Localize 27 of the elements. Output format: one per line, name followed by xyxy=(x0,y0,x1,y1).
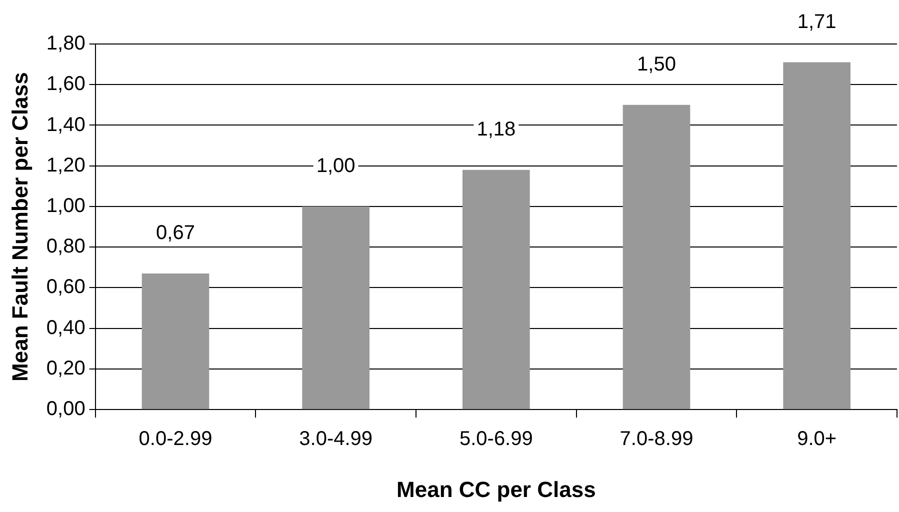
x-tick-label: 5.0-6.99 xyxy=(459,428,533,450)
y-tick-label: 0,00 xyxy=(46,398,86,420)
y-tick-label: 1,20 xyxy=(46,154,86,176)
bar xyxy=(783,62,851,410)
y-tick-label: 1,00 xyxy=(46,195,86,218)
y-tick-label: 0,20 xyxy=(46,357,86,380)
y-tick-label: 0,60 xyxy=(46,276,86,298)
bar xyxy=(142,274,210,410)
bar xyxy=(302,206,370,410)
data-label: 1,00 xyxy=(316,155,356,178)
x-tick-label: 0.0-2.99 xyxy=(138,428,212,450)
bar xyxy=(622,104,690,410)
data-label: 1,50 xyxy=(637,53,676,76)
y-tick-label: 1,80 xyxy=(46,32,86,55)
x-tick-label: 3.0-4.99 xyxy=(299,428,373,450)
y-tick-label: 0,40 xyxy=(46,316,86,339)
data-label: 1,18 xyxy=(476,118,516,140)
data-label: 0,67 xyxy=(156,222,195,244)
bar xyxy=(462,170,530,410)
data-label: 1,71 xyxy=(797,10,836,33)
y-axis-title: Mean Fault Number per Class xyxy=(7,72,32,382)
y-tick-label: 0,80 xyxy=(46,236,86,258)
x-axis-title: Mean CC per Class xyxy=(396,476,596,502)
y-tick-label: 1,60 xyxy=(46,73,86,96)
x-tick-label: 7.0-8.99 xyxy=(620,428,694,450)
y-tick-label: 1,40 xyxy=(46,114,86,136)
x-tick-label: 9.0+ xyxy=(797,428,837,450)
